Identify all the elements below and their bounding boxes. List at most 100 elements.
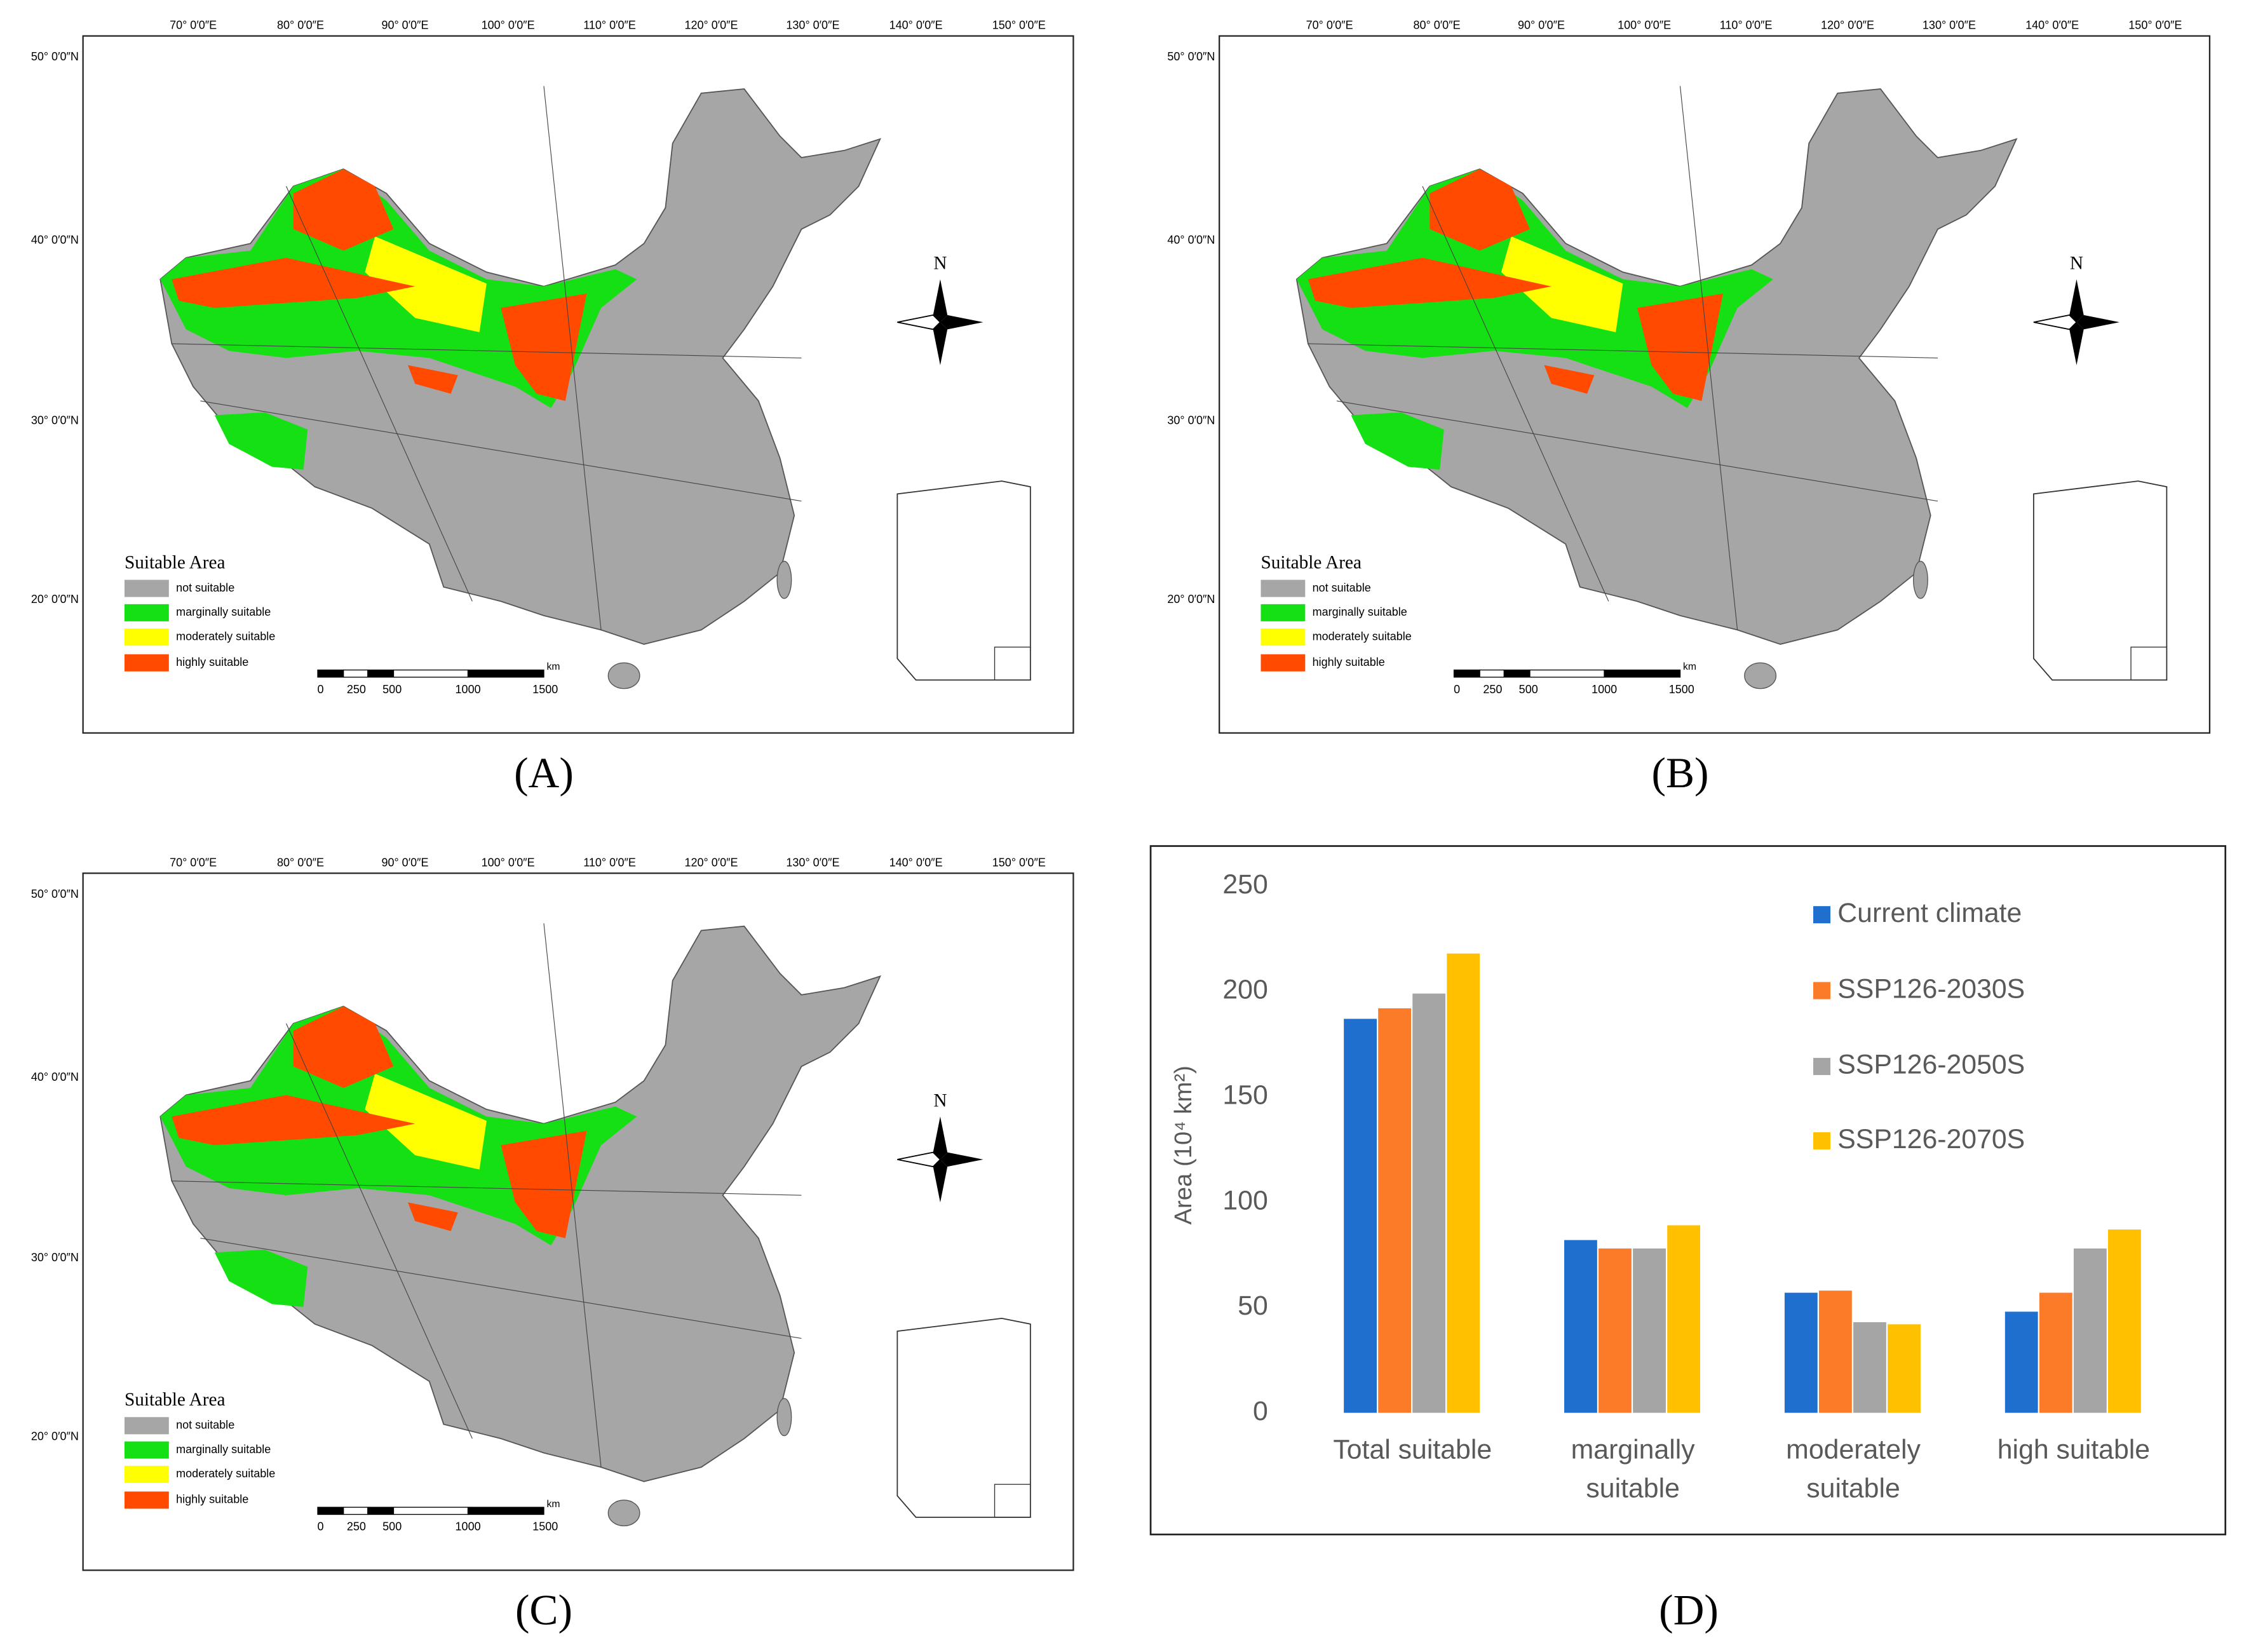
y-tick-label: 250 (1222, 869, 1267, 900)
scale-label: 250 (347, 683, 366, 696)
marginal-area (1351, 412, 1444, 470)
scale-unit: km (1683, 661, 1696, 672)
scale-label: 250 (1483, 683, 1502, 696)
legend-title: Suitable Area (1261, 553, 1361, 573)
latitude-label: 40° 0′0″N (1167, 233, 1215, 246)
hainan (607, 1500, 640, 1527)
latitude-label: 20° 0′0″N (31, 1430, 79, 1443)
legend-swatch (1261, 628, 1306, 646)
scale-label: 1000 (1592, 683, 1617, 696)
compass (933, 1159, 948, 1203)
scale-label: 0 (318, 1520, 324, 1533)
y-axis-title: Area (10⁴ km²) (1170, 1066, 1197, 1224)
compass (2069, 322, 2084, 365)
map-panel: 70° 0′0″E 80° 0′0″E 90° 0′0″E 100° 0′0″E 110… (31, 19, 1074, 734)
x-tick-label: marginally suitable (1571, 1435, 1695, 1505)
scale-segment (1604, 669, 1681, 678)
panel-caption: (A) (514, 749, 574, 797)
x-tick-label: Total suitable (1333, 1435, 1492, 1466)
hainan (1744, 662, 1777, 689)
longitude-label: 130° 0′0″E (786, 19, 839, 32)
scale-segment (393, 1506, 469, 1515)
moderate-area (365, 1073, 487, 1170)
high-area (407, 365, 458, 394)
north-label: N (933, 1090, 947, 1111)
x-tick-label: high suitable (1997, 1435, 2151, 1466)
chart-frame (1149, 845, 2227, 1536)
latitude-label: 50° 0′0″N (31, 50, 79, 63)
legend-label: Current climate (1837, 898, 2022, 928)
y-tick-label: 0 (1253, 1396, 1268, 1426)
scale-segment (342, 669, 368, 678)
graticule (1679, 86, 1738, 630)
graticule (172, 1181, 802, 1196)
x-tick-label-box: marginally suitable (1571, 1435, 1695, 1505)
bar (2039, 1292, 2072, 1413)
moderate-area (365, 236, 487, 332)
legend-title: Suitable Area (125, 1390, 225, 1410)
longitude-label: 150° 0′0″E (992, 19, 1046, 32)
bar (1344, 1019, 1377, 1413)
longitude-label: 150° 0′0″E (2128, 19, 2182, 32)
bar (1599, 1248, 1632, 1413)
scale-label: 500 (382, 1520, 402, 1533)
scale-label: 1500 (532, 1520, 558, 1533)
legend-swatch (124, 628, 169, 646)
legend-swatch (1261, 579, 1306, 597)
bar (1888, 1324, 1921, 1413)
high-area (501, 294, 587, 401)
scale-segment (1529, 669, 1605, 678)
longitude-label: 70° 0′0″E (1306, 19, 1353, 32)
scale-label: 1500 (532, 683, 558, 696)
scale-label: 1000 (456, 683, 481, 696)
hainan (607, 662, 640, 689)
graticule (200, 1238, 802, 1339)
latitude-label: 30° 0′0″N (31, 1251, 79, 1264)
y-tick-label: 50 (1238, 1290, 1268, 1321)
latitude-label: 30° 0′0″N (31, 414, 79, 426)
high-area (293, 169, 394, 251)
bar (1853, 1322, 1886, 1413)
high-area (1637, 294, 1724, 401)
legend-swatch (1261, 654, 1306, 672)
high-area (1308, 257, 1551, 308)
scale-label: 0 (1454, 683, 1460, 696)
high-area (172, 257, 416, 308)
longitude-label: 110° 0′0″E (583, 19, 636, 32)
graticule (172, 343, 802, 358)
latitude-label: 30° 0′0″N (1167, 414, 1215, 426)
legend-swatch (124, 604, 169, 621)
marginal-area (214, 412, 308, 470)
scale-segment (1453, 669, 1480, 678)
scale-label: 1500 (1669, 683, 1694, 696)
longitude-label: 150° 0′0″E (992, 856, 1046, 869)
y-tick-label: 100 (1222, 1185, 1267, 1215)
longitude-label: 140° 0′0″E (2025, 19, 2079, 32)
legend-swatch (124, 579, 169, 597)
longitude-label: 70° 0′0″E (170, 856, 217, 869)
scale-label: 0 (318, 683, 324, 696)
longitude-label: 130° 0′0″E (786, 856, 839, 869)
compass (2076, 315, 2120, 330)
scale-segment (1503, 669, 1531, 678)
x-tick-label-box: high suitable (1997, 1435, 2151, 1466)
compass (933, 1116, 948, 1160)
legend-swatch (124, 1417, 169, 1435)
legend-label: moderately suitable (1313, 630, 1412, 642)
latitude-label: 40° 0′0″N (31, 233, 79, 246)
high-area (1544, 365, 1595, 394)
legend-label: marginally suitable (176, 606, 271, 618)
graticule (1336, 400, 1938, 502)
inset-map (2032, 480, 2168, 681)
legend-label: SSP126-2050S (1837, 1050, 2025, 1080)
longitude-label: 90° 0′0″E (381, 19, 428, 32)
bar (1818, 1290, 1852, 1413)
taiwan (1912, 560, 1928, 599)
legend-label: marginally suitable (1313, 606, 1407, 618)
longitude-label: 130° 0′0″E (1923, 19, 1976, 32)
compass (933, 279, 948, 323)
bar (2004, 1311, 2038, 1413)
legend-label: moderately suitable (176, 1467, 275, 1480)
legend-label: SSP126-2070S (1837, 1124, 2025, 1154)
legend-swatch (1813, 906, 1831, 924)
